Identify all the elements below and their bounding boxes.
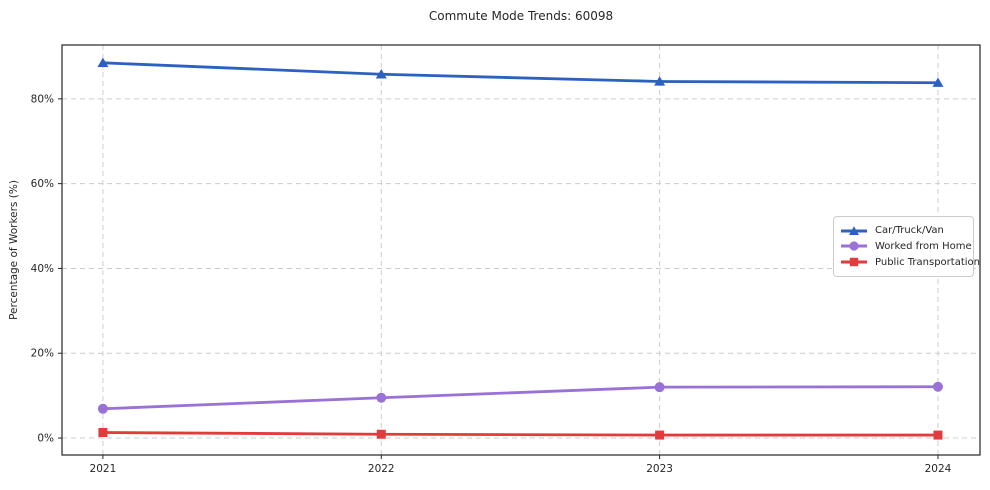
plot-border bbox=[61, 44, 981, 456]
y-tick-label: 60% bbox=[31, 178, 54, 190]
data-point-square bbox=[376, 429, 386, 439]
data-point-triangle bbox=[375, 69, 387, 79]
legend-label: Public Transportation bbox=[875, 256, 980, 268]
series-line bbox=[101, 61, 940, 85]
y-tick-label: 80% bbox=[31, 93, 54, 105]
y-tick-label: 0% bbox=[37, 433, 54, 445]
data-point-circle bbox=[97, 403, 108, 414]
legend-item-car-truck-van: Car/Truck/Van bbox=[840, 223, 965, 238]
line-marker-icon bbox=[841, 257, 867, 267]
x-tick-label: 2023 bbox=[646, 463, 673, 475]
y-tick-label: 40% bbox=[31, 263, 54, 275]
data-point-triangle bbox=[932, 77, 944, 87]
legend-item-public-transportation: Public Transportation bbox=[840, 255, 980, 270]
data-point-square bbox=[98, 428, 108, 438]
data-point-triangle bbox=[654, 76, 666, 86]
series-line bbox=[101, 385, 940, 411]
data-point-square bbox=[655, 430, 665, 440]
line-marker-icon bbox=[841, 226, 867, 235]
legend-item-worked-from-home: Worked from Home bbox=[840, 239, 972, 254]
x-tick-label: 2024 bbox=[925, 463, 952, 475]
series-line bbox=[101, 431, 940, 437]
data-point-circle bbox=[376, 392, 387, 403]
data-point-circle bbox=[654, 382, 665, 393]
legend-marker-icon bbox=[849, 257, 859, 267]
line-marker-icon bbox=[841, 241, 867, 252]
legend-label: Car/Truck/Van bbox=[875, 225, 944, 237]
legend-marker-icon bbox=[849, 226, 859, 235]
legend-label: Worked from Home bbox=[875, 240, 972, 252]
chart-title: Commute Mode Trends: 60098 bbox=[428, 9, 614, 23]
y-tick-label: 20% bbox=[31, 348, 54, 360]
x-tick-label: 2022 bbox=[368, 463, 395, 475]
x-tick-label: 2021 bbox=[90, 463, 117, 475]
legend: Car/Truck/Van Worked from Home Public Tr… bbox=[833, 216, 980, 277]
data-point-triangle bbox=[97, 57, 109, 68]
legend-marker-icon bbox=[849, 241, 859, 252]
data-point-square bbox=[933, 430, 943, 440]
data-point-circle bbox=[932, 381, 943, 392]
